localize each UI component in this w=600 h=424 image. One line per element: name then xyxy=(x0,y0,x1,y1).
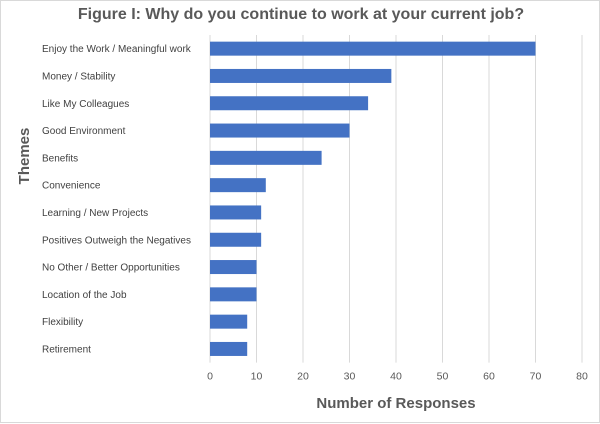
category-label: Location of the Job xyxy=(42,290,127,301)
category-label: No Other / Better Opportunities xyxy=(42,263,180,274)
bar xyxy=(210,341,248,356)
bar xyxy=(210,68,392,83)
category-label: Positives Outweigh the Negatives xyxy=(42,235,191,246)
x-tick-label: 40 xyxy=(390,371,402,383)
x-tick-label: 60 xyxy=(483,371,495,383)
x-tick-label: 10 xyxy=(251,371,263,383)
x-tick-label: 30 xyxy=(344,371,356,383)
bar xyxy=(210,232,262,247)
bar xyxy=(210,123,350,138)
category-label: Like My Colleagues xyxy=(42,99,129,110)
category-label: Benefits xyxy=(42,153,78,164)
x-tick-label: 0 xyxy=(207,371,213,383)
bars xyxy=(210,41,536,356)
category-label: Enjoy the Work / Meaningful work xyxy=(42,44,192,55)
x-tick-label: 70 xyxy=(530,371,542,383)
gridlines xyxy=(209,35,583,363)
category-label: Learning / New Projects xyxy=(42,208,148,219)
bar xyxy=(210,96,369,111)
x-axis-title: Number of Responses xyxy=(316,395,475,412)
x-tick-label: 20 xyxy=(297,371,309,383)
x-tick-labels: 0 10 20 30 40 50 60 70 80 xyxy=(207,371,588,383)
category-label: Money / Stability xyxy=(42,71,115,82)
bar xyxy=(210,178,266,193)
chart-title: Figure I: Why do you continue to work at… xyxy=(78,6,524,23)
category-label: Good Environment xyxy=(42,126,126,137)
x-tick-label: 80 xyxy=(576,371,588,383)
category-labels: Enjoy the Work / Meaningful work Money / … xyxy=(42,44,192,355)
bar xyxy=(210,150,322,165)
bar xyxy=(210,41,536,56)
category-label: Convenience xyxy=(42,181,101,192)
bar xyxy=(210,205,262,220)
x-tick-label: 50 xyxy=(437,371,449,383)
bar xyxy=(210,287,257,302)
bar xyxy=(210,314,248,329)
category-label: Retirement xyxy=(42,344,91,355)
bar xyxy=(210,260,257,275)
category-label: Flexibility xyxy=(42,317,83,328)
y-axis-title: Themes xyxy=(16,128,33,185)
